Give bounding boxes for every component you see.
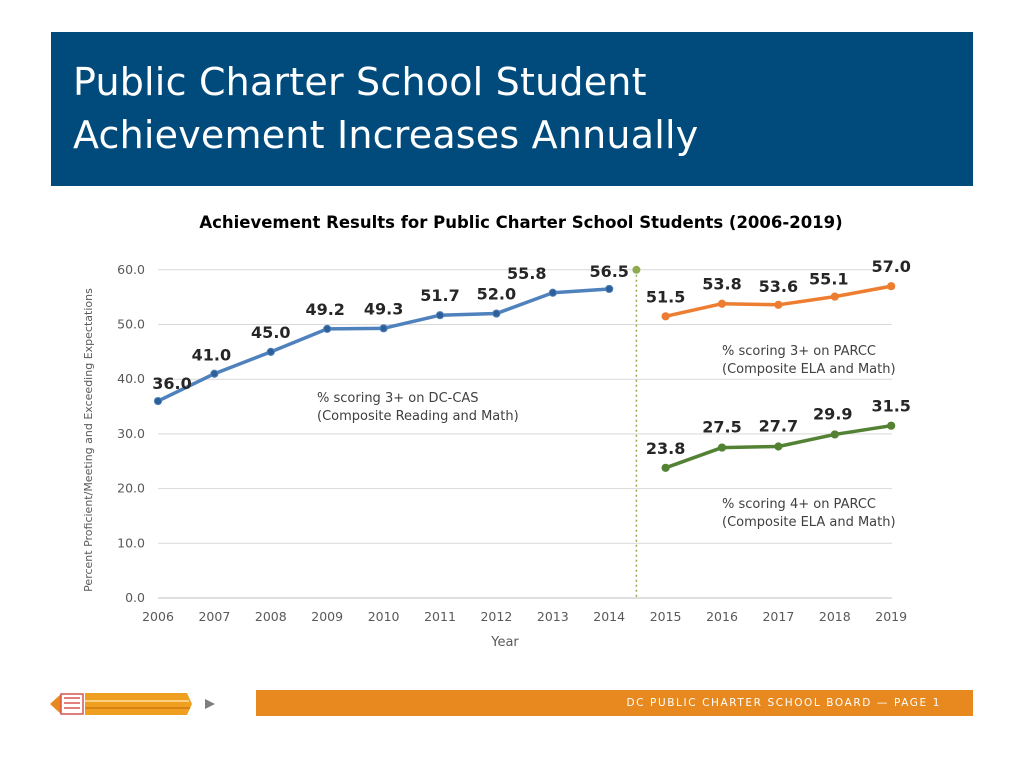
series-annotation: % scoring 3+ on PARCC (722, 344, 876, 359)
data-point (266, 347, 275, 356)
x-tick-label: 2010 (368, 609, 400, 624)
data-point (717, 299, 727, 308)
x-tick-label: 2019 (875, 609, 907, 624)
achievement-line-chart: Achievement Results for Public Charter S… (82, 213, 911, 650)
data-point (323, 324, 332, 333)
x-tick-label: 2009 (311, 609, 343, 624)
series-annotation: (Composite ELA and Math) (722, 362, 896, 377)
data-point (830, 430, 839, 439)
data-label: 53.8 (702, 275, 741, 294)
data-point (774, 442, 783, 451)
x-tick-label: 2016 (706, 609, 738, 624)
data-label: 57.0 (871, 257, 910, 276)
data-label: 31.5 (871, 397, 910, 416)
y-tick-label: 60.0 (117, 262, 145, 277)
data-point (210, 369, 219, 378)
series-annotation: % scoring 4+ on PARCC (722, 497, 876, 512)
data-label: 51.7 (420, 286, 459, 305)
data-point (379, 324, 388, 333)
x-tick-label: 2014 (593, 609, 625, 624)
data-label: 27.7 (759, 416, 798, 435)
pencil-icon (50, 693, 192, 715)
data-label: 52.0 (477, 285, 516, 304)
series-annotation: (Composite Reading and Math) (317, 409, 519, 424)
chart-title: Achievement Results for Public Charter S… (199, 213, 842, 232)
data-point (774, 300, 783, 309)
data-point (887, 282, 896, 291)
y-tick-label: 40.0 (117, 371, 145, 386)
data-label: 49.3 (364, 299, 403, 318)
page-title: Public Charter School Student Achievemen… (73, 60, 699, 157)
data-label: 27.5 (702, 418, 741, 437)
data-label: 56.5 (589, 262, 628, 281)
divider-marker (632, 265, 641, 274)
y-tick-label: 20.0 (117, 481, 145, 496)
x-tick-label: 2018 (819, 609, 851, 624)
y-tick-label: 50.0 (117, 317, 145, 332)
data-label: 45.0 (251, 323, 290, 342)
x-axis-title: Year (490, 635, 519, 650)
y-tick-label: 10.0 (117, 535, 145, 550)
x-tick-label: 2013 (537, 609, 569, 624)
data-label: 23.8 (646, 439, 685, 458)
data-label: 49.2 (305, 300, 344, 319)
data-point (717, 443, 727, 452)
data-point (830, 292, 839, 301)
y-tick-label: 30.0 (117, 426, 145, 441)
y-axis-title: Percent Proficient/Meeting and Exceeding… (82, 288, 95, 592)
data-label: 53.6 (759, 277, 798, 296)
x-tick-label: 2011 (424, 609, 456, 624)
data-point (548, 288, 557, 297)
x-tick-label: 2008 (255, 609, 287, 624)
y-tick-label: 0.0 (125, 590, 145, 605)
title-banner: Public Charter School Student Achievemen… (51, 32, 973, 186)
data-point (661, 312, 670, 321)
x-tick-label: 2012 (480, 609, 512, 624)
data-label: 29.9 (813, 404, 852, 423)
series-annotation: % scoring 3+ on DC-CAS (317, 391, 479, 406)
x-tick-label: 2006 (142, 609, 174, 624)
data-label: 36.0 (152, 374, 191, 393)
data-label: 55.8 (507, 264, 546, 283)
data-label: 41.0 (192, 346, 231, 365)
data-point (887, 421, 896, 430)
data-point (661, 463, 670, 472)
x-tick-label: 2015 (650, 609, 682, 624)
x-tick-label: 2007 (198, 609, 230, 624)
x-tick-label: 2017 (762, 609, 794, 624)
series-annotation: (Composite ELA and Math) (722, 515, 896, 530)
footer-text: DC PUBLIC CHARTER SCHOOL BOARD — PAGE 1 (626, 697, 941, 709)
data-label: 55.1 (809, 270, 848, 289)
data-point (435, 311, 445, 320)
data-point (153, 396, 163, 406)
data-point (605, 284, 614, 294)
data-label: 51.5 (646, 287, 685, 306)
play-arrow-icon (205, 699, 215, 709)
footer-bar: DC PUBLIC CHARTER SCHOOL BOARD — PAGE 1 (256, 690, 973, 716)
data-point (492, 309, 501, 318)
